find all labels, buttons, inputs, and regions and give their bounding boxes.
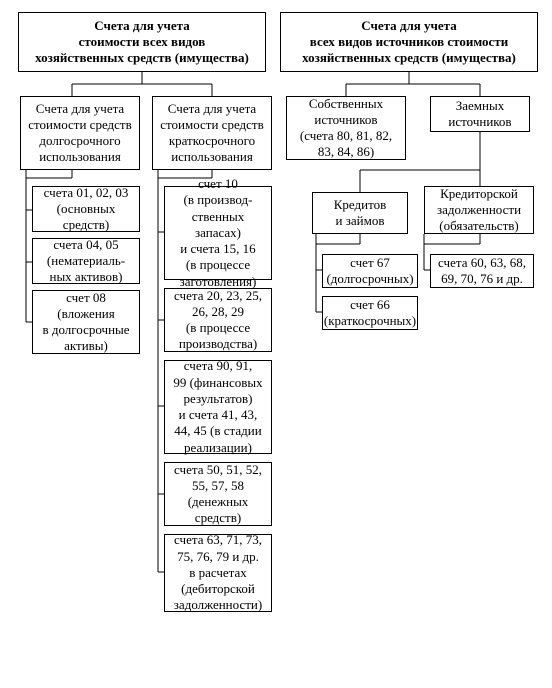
node-text: Заемныхисточников (448, 98, 511, 131)
node-c66: счет 66(краткосрочных) (322, 296, 418, 330)
node-k3: счета 90, 91,99 (финансовыхрезультатов)и… (164, 360, 272, 454)
node-cred_list: счета 60, 63, 68,69, 70, 76 и др. (430, 254, 534, 288)
diagram-stage: Счета для учетастоимости всех видовхозяй… (0, 0, 552, 688)
node-k4: счета 50, 51, 52,55, 57, 58(денежныхсред… (164, 462, 272, 526)
node-d2: счета 04, 05(нематериаль-ных активов) (32, 238, 140, 284)
node-text: счет 08(вложенияв долгосрочныеактивы) (42, 290, 129, 355)
node-text: счет 66(краткосрочных) (324, 297, 416, 330)
node-c67: счет 67(долгосрочных) (322, 254, 418, 288)
node-text: Счета для учетастоимости средствдолгосро… (28, 101, 132, 166)
node-root_left: Счета для учетастоимости всех видовхозяй… (18, 12, 266, 72)
node-text: Счета для учетавсех видов источников сто… (302, 18, 516, 67)
node-text: счета 01, 02, 03(основныхсредств) (44, 185, 129, 234)
node-text: счета 20, 23, 25,26, 28, 29(в процессепр… (174, 288, 262, 353)
node-text: счета 60, 63, 68,69, 70, 76 и др. (438, 255, 526, 288)
node-d3: счет 08(вложенияв долгосрочныеактивы) (32, 290, 140, 354)
node-text: счет 10(в производ-ственных запасах)и сч… (169, 176, 267, 290)
node-text: счет 67(долгосрочных) (326, 255, 413, 288)
node-k1: счет 10(в производ-ственных запасах)и сч… (164, 186, 272, 280)
node-z_kred: Кредиторскойзадолженности(обязательств) (424, 186, 534, 234)
node-root_right: Счета для учетавсех видов источников сто… (280, 12, 538, 72)
node-text: Кредитови займов (334, 197, 387, 230)
node-k5: счета 63, 71, 73,75, 76, 79 и др.в расче… (164, 534, 272, 612)
node-l_krat: Счета для учетастоимости средствкраткоср… (152, 96, 272, 170)
node-r_own: Собственныхисточников(счета 80, 81, 82,8… (286, 96, 406, 160)
node-r_borrow: Заемныхисточников (430, 96, 530, 132)
node-k2: счета 20, 23, 25,26, 28, 29(в процессепр… (164, 288, 272, 352)
node-text: Счета для учетастоимости средствкраткоср… (160, 101, 264, 166)
node-text: Кредиторскойзадолженности(обязательств) (437, 186, 521, 235)
node-text: счета 50, 51, 52,55, 57, 58(денежныхсред… (174, 462, 262, 527)
node-text: счета 63, 71, 73,75, 76, 79 и др.в расче… (174, 532, 262, 613)
node-d1: счета 01, 02, 03(основныхсредств) (32, 186, 140, 232)
node-l_dolg: Счета для учетастоимости средствдолгосро… (20, 96, 140, 170)
node-text: Собственныхисточников(счета 80, 81, 82,8… (300, 96, 392, 161)
node-z_credit: Кредитови займов (312, 192, 408, 234)
node-text: счета 90, 91,99 (финансовыхрезультатов)и… (173, 358, 262, 456)
node-text: Счета для учетастоимости всех видовхозяй… (35, 18, 249, 67)
node-text: счета 04, 05(нематериаль-ных активов) (47, 237, 125, 286)
